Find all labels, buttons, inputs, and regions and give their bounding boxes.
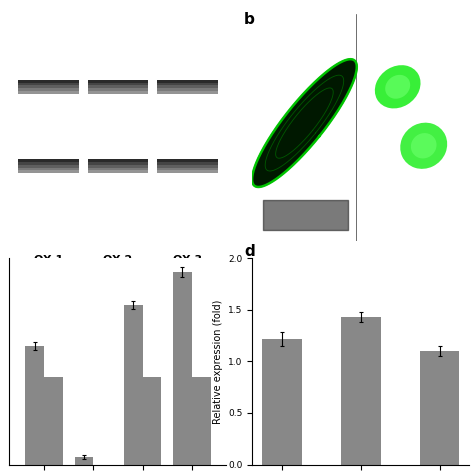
Bar [157, 88, 218, 91]
Bar [18, 165, 79, 167]
Bar [18, 88, 79, 91]
Bar [18, 159, 79, 162]
Bar [25, 346, 44, 465]
Bar [74, 457, 93, 465]
Text: d: d [244, 244, 255, 259]
Text: OX 1: OX 1 [34, 255, 63, 264]
Ellipse shape [385, 75, 410, 99]
Bar [18, 85, 79, 88]
Bar [18, 170, 79, 173]
Ellipse shape [400, 123, 447, 169]
Bar [157, 170, 218, 173]
Text: b: b [244, 12, 255, 27]
Bar [173, 272, 192, 465]
Bar [88, 162, 148, 165]
Y-axis label: Relative expression (fold): Relative expression (fold) [213, 299, 223, 424]
Bar [88, 83, 148, 85]
Bar [88, 88, 148, 91]
Ellipse shape [375, 65, 420, 109]
Bar [157, 165, 218, 167]
Bar [44, 377, 63, 465]
Text: OX 3: OX 3 [173, 255, 202, 264]
Bar [88, 165, 148, 167]
Bar [18, 83, 79, 85]
Bar [192, 377, 210, 465]
Bar [157, 80, 218, 83]
Polygon shape [252, 59, 357, 187]
Bar [88, 91, 148, 93]
Bar [124, 305, 143, 465]
Bar [143, 377, 161, 465]
Bar [157, 162, 218, 165]
Bar [88, 159, 148, 162]
Bar [420, 351, 459, 465]
Bar [157, 85, 218, 88]
Ellipse shape [411, 133, 437, 158]
Bar [157, 91, 218, 93]
Bar [88, 167, 148, 170]
Bar [157, 83, 218, 85]
Text: OX 2: OX 2 [103, 255, 133, 264]
Bar [157, 167, 218, 170]
Bar [157, 159, 218, 162]
Bar [88, 170, 148, 173]
Bar [18, 80, 79, 83]
Bar [18, 91, 79, 93]
Bar [18, 167, 79, 170]
Bar [262, 339, 301, 465]
Bar [18, 162, 79, 165]
Bar [88, 80, 148, 83]
Bar [341, 317, 381, 465]
Bar [88, 85, 148, 88]
